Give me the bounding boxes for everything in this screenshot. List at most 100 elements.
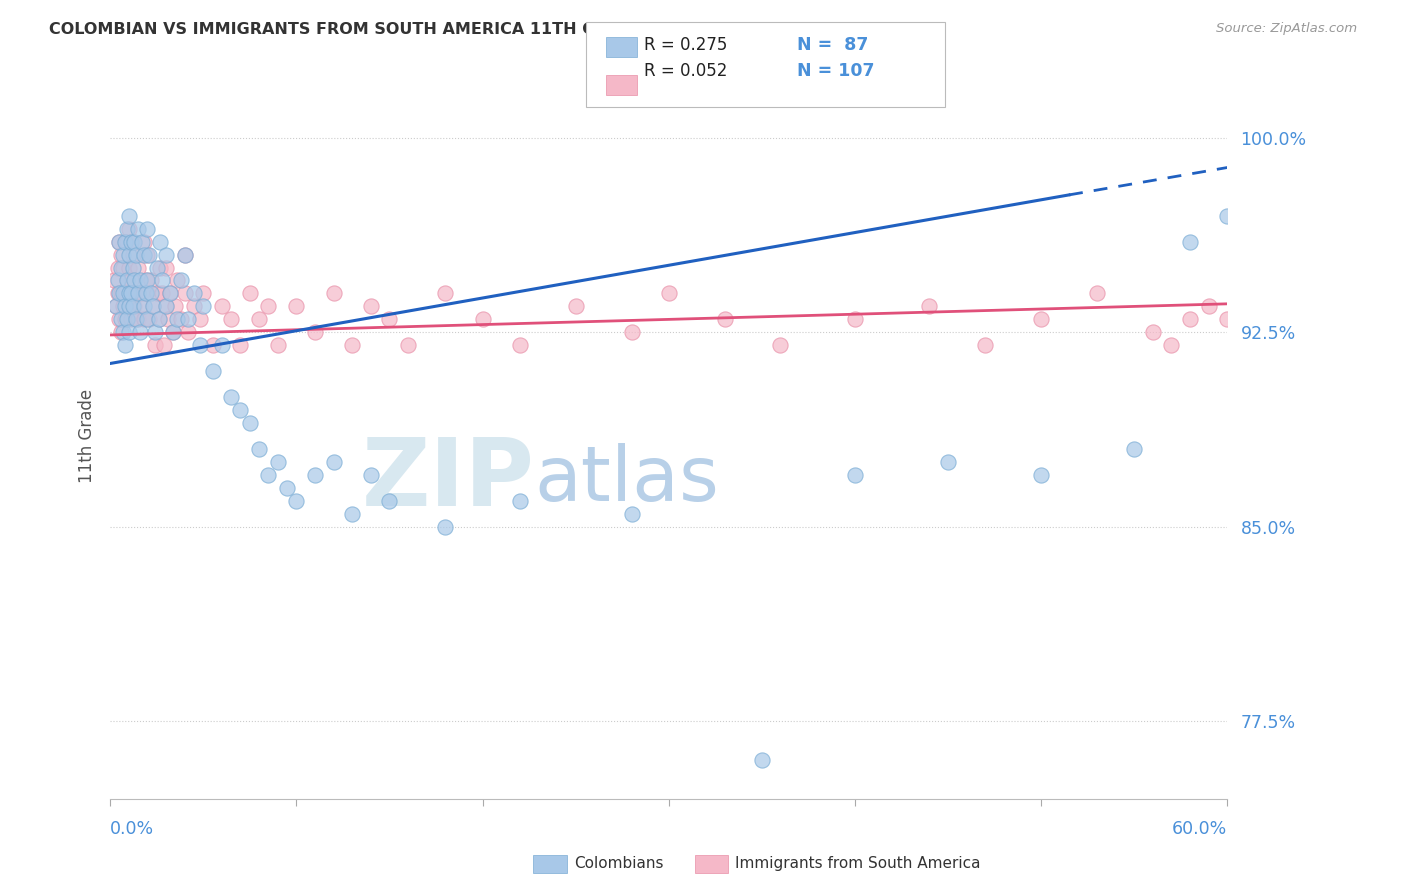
Point (434, 286, 457, 301)
Point (1029, 468, 1052, 483)
Point (360, 300, 382, 314)
Point (132, 312, 155, 326)
Point (104, 300, 127, 314)
Point (136, 247, 159, 261)
Point (129, 326, 152, 340)
Point (120, 312, 142, 326)
Point (183, 300, 205, 314)
Point (1365, 520, 1388, 534)
Point (257, 300, 280, 314)
Point (114, 300, 136, 314)
Point (136, 312, 159, 326)
Point (193, 300, 215, 314)
Point (257, 468, 280, 483)
Point (118, 209, 141, 223)
Point (229, 338, 252, 352)
Point (219, 390, 242, 404)
Point (125, 286, 148, 301)
Point (125, 312, 148, 326)
Point (247, 312, 270, 326)
Text: 60.0%: 60.0% (1173, 820, 1227, 838)
Point (103, 273, 125, 287)
Point (110, 260, 132, 275)
Y-axis label: 11th Grade: 11th Grade (79, 389, 96, 483)
Point (136, 273, 159, 287)
Point (127, 221, 149, 235)
Point (173, 247, 195, 261)
Point (110, 286, 132, 301)
Point (844, 468, 866, 483)
Point (166, 312, 188, 326)
Point (1085, 286, 1108, 301)
Point (115, 312, 138, 326)
Point (239, 416, 262, 430)
Point (136, 286, 159, 301)
Point (145, 260, 167, 275)
Point (1253, 195, 1275, 210)
Point (1384, 546, 1406, 560)
Point (1347, 157, 1369, 171)
Point (118, 300, 141, 314)
Point (322, 455, 344, 469)
Point (112, 260, 135, 275)
Point (342, 507, 364, 521)
Point (1272, 183, 1295, 197)
Point (201, 364, 224, 378)
Point (183, 286, 205, 301)
Point (155, 260, 177, 275)
Point (149, 260, 172, 275)
Point (769, 338, 792, 352)
Point (247, 442, 270, 456)
Point (121, 300, 143, 314)
Point (620, 507, 643, 521)
Point (139, 286, 162, 301)
Point (125, 247, 148, 261)
Point (751, 753, 773, 767)
Point (1198, 300, 1220, 314)
Point (127, 312, 149, 326)
Point (135, 286, 157, 301)
Point (107, 260, 129, 275)
Point (1123, 442, 1146, 456)
Point (360, 468, 382, 483)
Point (107, 286, 129, 301)
Text: R = 0.275: R = 0.275 (644, 36, 727, 54)
Point (124, 300, 146, 314)
Point (127, 286, 149, 301)
Point (1309, 507, 1331, 521)
Point (120, 273, 142, 287)
Point (121, 247, 143, 261)
Point (104, 300, 127, 314)
Point (1327, 533, 1350, 547)
Point (1160, 338, 1182, 352)
Point (118, 221, 141, 235)
Point (1272, 326, 1295, 340)
Point (149, 235, 172, 249)
Point (342, 338, 364, 352)
Point (118, 326, 141, 340)
Point (142, 300, 165, 314)
Point (396, 338, 419, 352)
Point (166, 273, 188, 287)
Point (974, 338, 997, 352)
Point (120, 286, 142, 301)
Point (127, 260, 149, 275)
Text: COLOMBIAN VS IMMIGRANTS FROM SOUTH AMERICA 11TH GRADE CORRELATION CHART: COLOMBIAN VS IMMIGRANTS FROM SOUTH AMERI… (49, 22, 842, 37)
Point (118, 247, 141, 261)
Point (114, 286, 136, 301)
Point (918, 300, 941, 314)
Point (145, 286, 167, 301)
Point (115, 235, 138, 249)
Point (173, 247, 195, 261)
Point (1291, 520, 1313, 534)
Point (131, 286, 153, 301)
Point (115, 273, 138, 287)
Point (844, 312, 866, 326)
Point (148, 312, 170, 326)
Point (150, 273, 173, 287)
Point (1347, 507, 1369, 521)
Point (148, 312, 170, 326)
Point (471, 312, 494, 326)
Point (229, 403, 252, 417)
Point (177, 312, 200, 326)
